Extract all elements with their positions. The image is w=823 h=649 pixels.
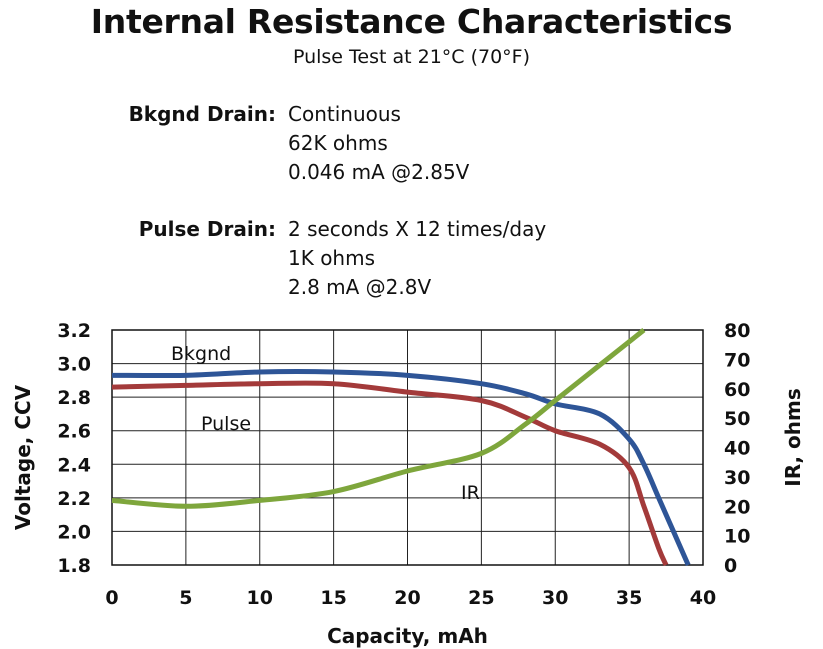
bkgnd-drain-line-2: 62K ohms <box>288 131 388 155</box>
x-tick-label: 25 <box>468 587 494 609</box>
x-axis-title: Capacity, mAh <box>327 624 488 648</box>
pulse-drain-label: Pulse Drain: <box>138 217 276 241</box>
x-tick-label: 5 <box>179 587 192 609</box>
y-tick-label: 2.6 <box>57 421 91 443</box>
series-line-pulse <box>111 380 669 567</box>
x-tick-label: 0 <box>105 587 118 609</box>
y2-tick-label: 10 <box>724 526 750 548</box>
y-tick-label: 2.2 <box>57 488 91 510</box>
series-label-pulse: Pulse <box>201 413 251 435</box>
plot-frame <box>111 329 704 566</box>
y2-tick-label: 20 <box>724 496 750 518</box>
y2-tick-label: 80 <box>724 320 750 342</box>
y2-axis-title: IR, ohms <box>781 388 805 487</box>
y-tick-label: 3.0 <box>57 354 91 376</box>
pulse-drain-line-1: 2 seconds X 12 times/day <box>288 217 547 241</box>
bkgnd-drain-label: Bkgnd Drain: <box>128 102 276 126</box>
y-tick-label: 2.0 <box>57 521 91 543</box>
chart-subtitle: Pulse Test at 21°C (70°F) <box>292 46 531 68</box>
x-tick-label: 40 <box>690 587 716 609</box>
y-tick-label: 2.4 <box>57 454 91 476</box>
x-tick-label: 10 <box>247 587 273 609</box>
x-tick-label: 35 <box>616 587 642 609</box>
y-tick-label: 3.2 <box>57 320 91 342</box>
y2-tick-label: 60 <box>724 379 750 401</box>
y2-tick-label: 50 <box>724 408 750 430</box>
bkgnd-drain-line-3: 0.046 mA @2.85V <box>288 160 470 184</box>
chart-title: Internal Resistance Characteristics <box>90 2 733 41</box>
bkgnd-drain-line-1: Continuous <box>288 102 401 126</box>
series-label-bkgnd: Bkgnd <box>171 343 231 365</box>
y2-tick-label: 30 <box>724 467 750 489</box>
series-line-ir <box>111 328 646 509</box>
x-tick-label: 30 <box>542 587 568 609</box>
pulse-drain-line-3: 2.8 mA @2.8V <box>288 275 432 299</box>
x-tick-label: 15 <box>320 587 346 609</box>
series-line-bkgnd <box>111 369 691 567</box>
pulse-drain-line-2: 1K ohms <box>288 246 376 270</box>
y-axis-title: Voltage, CCV <box>11 384 35 530</box>
y2-tick-label: 70 <box>724 349 750 371</box>
series-label-ir: IR <box>461 482 480 504</box>
y2-tick-label: 0 <box>724 555 737 577</box>
y2-tick-label: 40 <box>724 438 750 460</box>
y-tick-label: 1.8 <box>57 555 91 577</box>
x-tick-label: 20 <box>394 587 420 609</box>
y-tick-label: 2.8 <box>57 387 91 409</box>
